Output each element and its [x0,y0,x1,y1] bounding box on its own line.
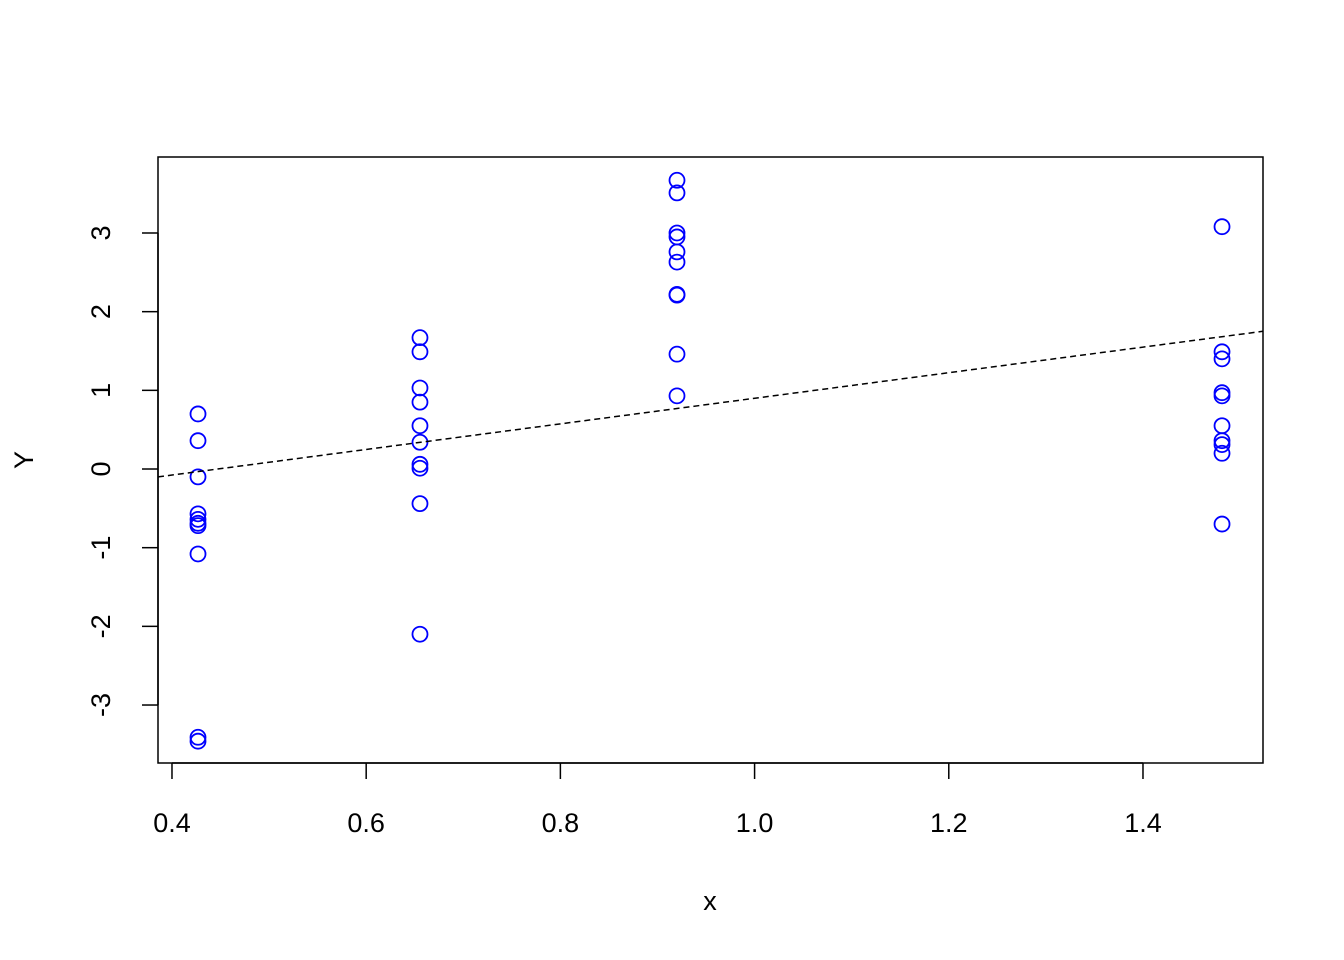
point [411,495,429,513]
point [189,468,207,486]
point [189,545,207,563]
point [189,517,207,535]
y-tick-label: 0 [86,461,116,476]
point [668,171,686,189]
point [1213,343,1231,361]
point [1213,515,1231,533]
point [189,728,207,746]
point [411,625,429,643]
point [1213,218,1231,236]
point [668,345,686,363]
point [1213,436,1231,454]
point [668,243,686,261]
x-tick-label: 0.6 [347,808,385,838]
point [411,379,429,397]
point [189,405,207,423]
point [189,432,207,450]
point [1213,417,1231,435]
point [189,505,207,523]
x-tick-label: 0.4 [153,808,191,838]
point [411,455,429,473]
x-tick-label: 1.0 [736,808,774,838]
x-tick-label: 1.2 [930,808,968,838]
point [411,433,429,451]
point [1213,387,1231,405]
point [668,224,686,242]
y-tick-label: -2 [86,614,116,638]
y-tick-label: 3 [86,225,116,240]
x-tick-label: 0.8 [542,808,580,838]
plot-box [157,156,1264,764]
point [668,253,686,271]
x-axis-label: x [703,886,717,916]
point [411,329,429,347]
point [189,732,207,750]
x-tick-label: 1.4 [1124,808,1162,838]
point [411,459,429,477]
point [1213,444,1231,462]
point [411,343,429,361]
y-tick-label: 1 [86,383,116,398]
point [668,184,686,202]
y-tick-label: -1 [86,536,116,560]
point [668,387,686,405]
point [668,228,686,246]
point [411,393,429,411]
point [668,286,686,304]
point [1213,350,1231,368]
fit-line [158,330,1263,478]
point [189,510,207,528]
point [411,417,429,435]
y-tick-label: 2 [86,304,116,319]
point [1213,432,1231,450]
y-axis-label: Y [9,451,39,469]
y-tick-label: -3 [86,693,116,717]
